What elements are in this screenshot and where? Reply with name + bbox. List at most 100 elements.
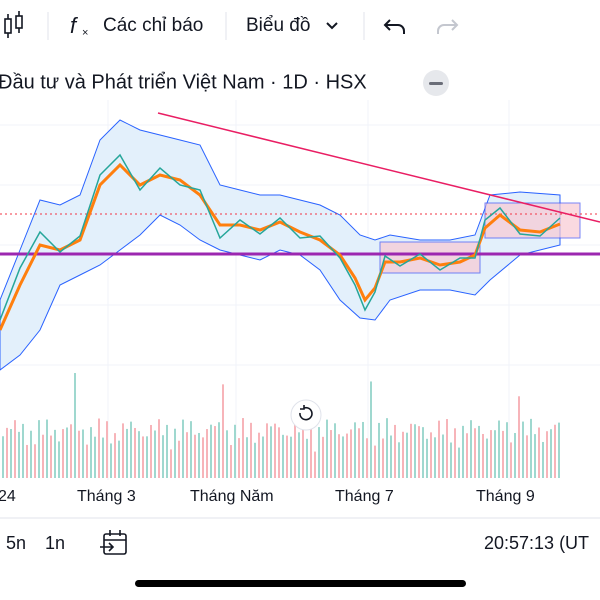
volume-bar (178, 440, 180, 478)
volume-bar (354, 422, 356, 478)
volume-bar (402, 431, 404, 478)
volume-bar (26, 444, 28, 478)
volume-bar (522, 421, 524, 478)
volume-bar (250, 422, 252, 478)
volume-bar (34, 444, 36, 478)
volume-bar (550, 429, 552, 478)
volume-bar (438, 420, 440, 478)
fx-icon[interactable]: f (70, 13, 79, 38)
volume-bar (478, 425, 480, 478)
volume-bar (298, 432, 300, 478)
volume-bar (306, 438, 308, 478)
price-ma (0, 162, 561, 331)
volume-bar (58, 441, 60, 478)
volume-bar (102, 437, 104, 478)
volume-bar (350, 429, 352, 478)
redo-button[interactable] (437, 19, 459, 34)
volume-bar (230, 445, 232, 478)
volume-bar (458, 447, 460, 478)
volume-bar (114, 433, 116, 478)
volume-bar (326, 419, 328, 478)
volume-bar (302, 418, 304, 478)
goto-date-button[interactable] (100, 530, 127, 555)
volume-bar (182, 419, 184, 478)
volume-bar (358, 428, 360, 478)
volume-bar (214, 426, 216, 478)
x-tick-label: Tháng Năm (190, 488, 274, 505)
volume-bar (258, 432, 260, 478)
volume-bar (554, 424, 556, 478)
volume-bar (510, 442, 512, 478)
volume-bar (218, 422, 220, 478)
volume-bar (362, 421, 364, 478)
volume-bar (398, 442, 400, 478)
indicators-button[interactable]: Các chỉ báo (103, 15, 203, 36)
volume-bar (246, 437, 248, 478)
trend-line[interactable] (157, 112, 600, 223)
volume-bar (278, 427, 280, 478)
volume-bar (314, 451, 316, 478)
volume-bar (518, 396, 520, 478)
volume-bar (226, 430, 228, 478)
volume-bar (142, 436, 144, 478)
volume-bar (274, 423, 276, 478)
volume-bar (206, 429, 208, 478)
volume-bar (234, 424, 236, 478)
volume-bar (154, 430, 156, 478)
volume-bar (422, 427, 424, 478)
volume-bar (334, 423, 336, 478)
volume-bar (198, 432, 200, 478)
volume-bar (186, 432, 188, 478)
volume-bar (506, 422, 508, 478)
volume-bar (294, 422, 296, 478)
volume-bar (242, 418, 244, 478)
dropdown-caret (326, 22, 338, 30)
volume-bar (262, 436, 264, 478)
volume-bar (222, 384, 224, 478)
reset-icon (299, 405, 313, 421)
volume-bar (190, 421, 192, 478)
volume-bar (534, 434, 536, 478)
volume-bar (6, 427, 8, 478)
volume-bar (110, 443, 112, 478)
volume-bar (210, 424, 212, 478)
volume-bar (174, 428, 176, 478)
chart-type-button[interactable]: Biểu đồ (246, 15, 310, 36)
volume-bar (30, 430, 32, 478)
volume-bar (474, 428, 476, 478)
toolbar: f × Các chỉ báo Biểu đồ (4, 11, 459, 40)
volume-bar (542, 441, 544, 478)
volume-bar (78, 430, 80, 478)
volume-bar (378, 422, 380, 478)
range-button[interactable]: 1n (45, 533, 65, 553)
candles-icon[interactable] (4, 11, 23, 38)
symbol-title: Đầu tư và Phát triển Việt Nam · 1D · HSX (0, 71, 367, 93)
volume-bar (454, 428, 456, 478)
volume-bar (418, 426, 420, 478)
volume-bar (490, 430, 492, 478)
volume-bar (74, 373, 76, 478)
volume-bar (282, 434, 284, 478)
volume-bar (66, 427, 68, 478)
range-button[interactable]: 5n (6, 533, 26, 553)
volume-bar (82, 429, 84, 478)
volume-bar (158, 419, 160, 478)
volume-bar (130, 421, 132, 478)
volume-bar (318, 427, 320, 478)
volume-bar (466, 433, 468, 478)
volume-bar (290, 436, 292, 478)
volume-bar (46, 419, 48, 478)
undo-button[interactable] (383, 19, 405, 34)
reset-button[interactable] (290, 399, 322, 431)
volume-bar (122, 423, 124, 478)
volume-bar (470, 420, 472, 478)
volume-bar (194, 434, 196, 478)
volume-bar (530, 418, 532, 478)
volume-bar (494, 430, 496, 478)
collapse-icon (429, 82, 443, 85)
volume-bar (390, 435, 392, 478)
volume-bar (170, 449, 172, 478)
volume-bar (386, 418, 388, 478)
volume-bar (286, 435, 288, 478)
